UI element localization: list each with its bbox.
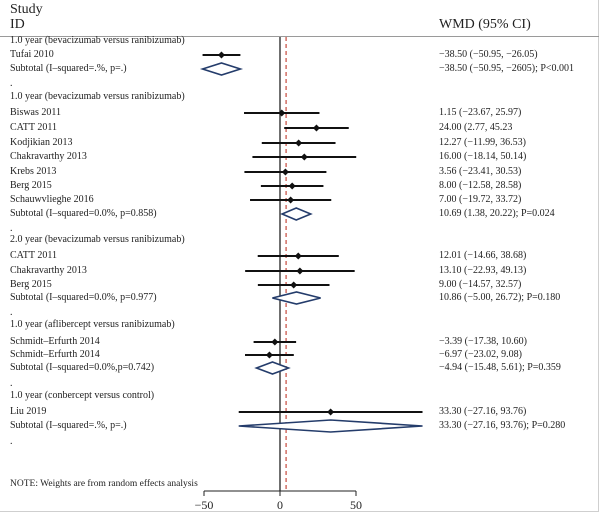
study-name: Liu 2019 xyxy=(10,406,47,417)
study-estimate-text: −6.97 (−23.02, 9.08) xyxy=(439,349,522,360)
subtotal-diamond xyxy=(238,419,423,433)
study-estimate-text: 12.01 (−14.66, 38.68) xyxy=(439,250,527,261)
subtotal-diamond xyxy=(280,207,313,221)
subtotal-label: Subtotal (I–squared=.%, p=.) xyxy=(10,63,127,74)
subtotal-estimate-text: 10.86 (−5.00, 26.72); P=0.180 xyxy=(439,292,561,303)
subtotal-diamond xyxy=(254,361,291,375)
subtotal-diamond xyxy=(199,62,244,76)
subtotal-label: Subtotal (I–squared=0.0%, p=0.858) xyxy=(10,208,157,219)
study-name: Berg 2015 xyxy=(10,279,52,290)
point-estimate xyxy=(265,351,273,359)
footnote: NOTE: Weights are from random effects an… xyxy=(10,479,198,489)
subtotal-label: Subtotal (I–squared=.%, p=.) xyxy=(10,420,127,431)
study-name: Krebs 2013 xyxy=(10,166,57,177)
x-tick-label: −50 xyxy=(195,498,214,512)
study-name: Kodjikian 2013 xyxy=(10,137,73,148)
study-estimate-text: 7.00 (−19.72, 33.72) xyxy=(439,194,522,205)
study-estimate-text: −3.39 (−17.38, 10.60) xyxy=(439,336,527,347)
point-estimate xyxy=(278,109,286,117)
group-heading: 1.0 year (conbercept versus control) xyxy=(10,390,155,401)
study-name: Schauwvlieghe 2016 xyxy=(10,194,94,205)
spacer-dot: . xyxy=(10,436,13,447)
point-estimate xyxy=(300,153,308,161)
spacer-dot: . xyxy=(10,78,13,89)
point-estimate xyxy=(294,252,302,260)
study-estimate-text: 33.30 (−27.16, 93.76) xyxy=(439,406,527,417)
study-estimate-text: 3.56 (−23.41, 30.53) xyxy=(439,166,522,177)
point-estimate xyxy=(290,281,298,289)
x-tick-label: 0 xyxy=(277,498,283,512)
wmd-header: WMD (95% CI) xyxy=(439,17,531,32)
point-estimate xyxy=(296,267,304,275)
point-estimate xyxy=(217,51,225,59)
subtotal-estimate-text: −38.50 (−50.95, −2605); P<0.001 xyxy=(439,63,575,74)
study-estimate-text: 12.27 (−11.99, 36.53) xyxy=(439,137,526,148)
study-estimate-text: 13.10 (−22.93, 49.13) xyxy=(439,265,527,276)
subtotal-estimate-text: 10.69 (1.38, 20.22); P=0.024 xyxy=(439,208,555,219)
study-name: Tufai 2010 xyxy=(10,49,54,60)
point-estimate xyxy=(295,139,303,147)
study-estimate-text: 1.15 (−23.67, 25.97) xyxy=(439,107,522,118)
study-name: Schmidt–Erfurth 2014 xyxy=(10,349,100,360)
point-estimate xyxy=(271,338,279,346)
study-name: CATT 2011 xyxy=(10,122,57,133)
study-name: Biswas 2011 xyxy=(10,107,62,118)
subtotal-diamond xyxy=(272,291,321,305)
point-estimate xyxy=(312,124,320,132)
group-heading: 1.0 year (aflibercept versus ranibizumab… xyxy=(10,319,175,330)
study-estimate-text: 9.00 (−14.57, 32.57) xyxy=(439,279,522,290)
study-estimate-text: 8.00 (−12.58, 28.58) xyxy=(439,180,522,191)
study-name: Berg 2015 xyxy=(10,180,52,191)
point-estimate xyxy=(281,168,289,176)
id-header: ID xyxy=(10,17,25,32)
point-estimate xyxy=(288,182,296,190)
subtotal-estimate-text: −4.94 (−15.48, 5.61); P=0.359 xyxy=(439,362,561,373)
group-heading: 1.0 year (bevacizumab versus ranibizumab… xyxy=(10,91,185,102)
point-estimate xyxy=(287,196,295,204)
group-heading: 2.0 year (bevacizumab versus ranibizumab… xyxy=(10,234,185,245)
header-rule xyxy=(0,36,599,37)
subtotal-label: Subtotal (I–squared=0.0%, p=0.977) xyxy=(10,292,157,303)
spacer-dot: . xyxy=(10,378,13,389)
group-heading: 1.0 year (bevacizumab versus ranibizumab… xyxy=(10,35,185,46)
study-name: Schmidt–Erfurth 2014 xyxy=(10,336,100,347)
study-estimate-text: 16.00 (−18.14, 50.14) xyxy=(439,151,527,162)
point-estimate xyxy=(327,408,335,416)
study-name: Chakravarthy 2013 xyxy=(10,151,87,162)
subtotal-label: Subtotal (I–squared=0.0%,p=0.742) xyxy=(10,362,155,373)
study-name: CATT 2011 xyxy=(10,250,57,261)
spacer-dot: . xyxy=(10,223,13,234)
spacer-dot: . xyxy=(10,307,13,318)
subtotal-estimate-text: 33.30 (−27.16, 93.76); P=0.280 xyxy=(439,420,566,431)
study-estimate-text: 24.00 (2.77, 45.23 xyxy=(439,122,513,133)
study-name: Chakravarthy 2013 xyxy=(10,265,87,276)
x-tick-label: 50 xyxy=(350,498,362,512)
study-header: Study xyxy=(10,2,43,17)
study-estimate-text: −38.50 (−50.95, −26.05) xyxy=(439,49,538,60)
